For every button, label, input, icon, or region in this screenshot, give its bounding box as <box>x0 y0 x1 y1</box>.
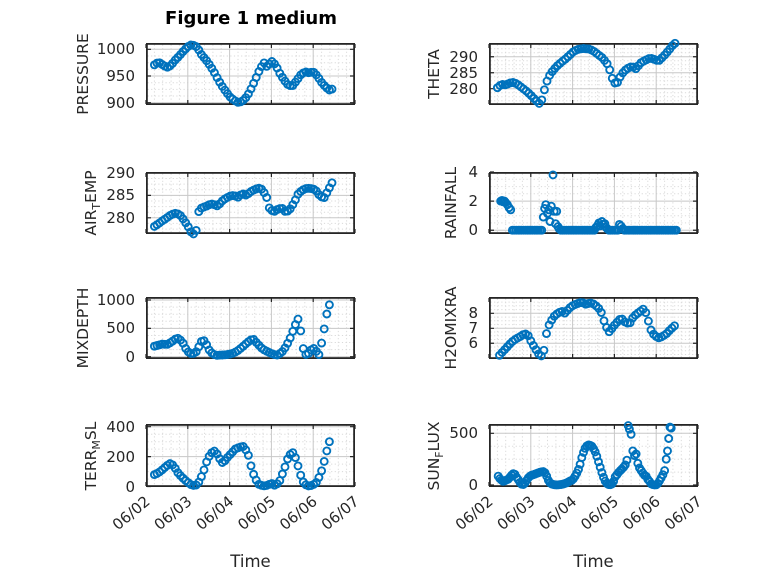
y-tick-label: 900 <box>106 94 135 112</box>
y-tick-label: 0 <box>468 221 478 239</box>
x-axis-label-right: Time <box>573 552 614 571</box>
terr-msl-data-series <box>149 437 334 491</box>
y-tick-label: 290 <box>449 48 478 66</box>
grid-minor <box>147 425 354 486</box>
x-tick-label: 06/03 <box>494 492 539 534</box>
subplot-mixdepth: 0 500 1000 MIXDEPTH <box>74 288 356 368</box>
y-tick-label: 7 <box>468 319 478 337</box>
axes-box <box>488 42 698 106</box>
axes-box <box>145 423 355 488</box>
y-tick-label: 2 <box>468 192 478 210</box>
x-tick-label: 06/06 <box>619 492 664 534</box>
y-tick-label: 4 <box>468 163 478 181</box>
subplot-h2omixra: 6 7 8 H2OMIXRA <box>442 286 699 370</box>
x-tick-label: 06/06 <box>276 492 321 534</box>
axes-box <box>145 42 355 106</box>
y-tick-label: 0 <box>125 348 135 366</box>
y-tick-label: 8 <box>468 304 478 322</box>
subplot-pressure: 900 950 1000 PRESSURE <box>74 33 356 115</box>
y-tick-label: 285 <box>106 186 135 204</box>
subplot-air-temp: 280 285 290 AIRTEMP <box>82 164 356 239</box>
y-tick-label: 290 <box>106 164 135 182</box>
y-tick-label: 280 <box>449 80 478 98</box>
y-tick-label: 0 <box>468 476 478 494</box>
y-tick-label: 400 <box>106 418 135 436</box>
rainfall-plot-area <box>488 170 699 235</box>
grid-major <box>490 44 697 104</box>
y-tick-label: 285 <box>449 64 478 82</box>
axes-box <box>145 296 355 360</box>
y-tick-label: 500 <box>449 424 478 442</box>
tick-marks <box>145 172 356 233</box>
mixdepth-data-series <box>149 300 334 360</box>
y-tick-label: 0 <box>125 478 135 496</box>
y-tick-label: 6 <box>468 334 478 352</box>
x-tick-label: 06/02 <box>109 492 154 534</box>
x-tick-label: 06/04 <box>192 492 237 534</box>
rainfall-data-series <box>496 170 681 235</box>
theta-data-series <box>492 38 680 108</box>
grid-major <box>490 425 697 486</box>
y-tick-label: 500 <box>106 319 135 337</box>
y-tick-label: 950 <box>106 67 135 85</box>
air-temp-data-series <box>149 178 337 239</box>
pressure-plot-area <box>145 40 356 107</box>
x-tick-label: 06/07 <box>661 492 706 534</box>
air-temp-plot-area <box>145 171 356 239</box>
axes-box <box>488 423 698 488</box>
grid-major <box>490 173 697 233</box>
y-tick-label: 1000 <box>96 291 135 309</box>
x-tick-label: 06/04 <box>535 492 580 534</box>
subplot-sun-flux: 0 500 SUNFLUX <box>425 421 699 494</box>
axes-box <box>145 171 355 235</box>
grid-major <box>147 298 354 358</box>
subplot-terr-msl: 0 200 400 TERRMSL <box>82 418 356 496</box>
x-tick-label: 06/02 <box>452 492 497 534</box>
x-tick-label: 06/03 <box>151 492 196 534</box>
pressure-data-series <box>149 40 337 107</box>
theta-plot-area <box>488 38 699 108</box>
h2omixra-data-series <box>495 298 679 361</box>
subplot-rainfall: 0 2 4 RAINFALL <box>442 163 699 239</box>
sun-flux-plot-area <box>488 421 699 490</box>
mixdepth-plot-area <box>145 296 356 360</box>
grid-major <box>147 173 354 233</box>
grid-minor <box>147 173 354 233</box>
sun-flux-data-series <box>493 421 676 490</box>
x-axis-label-left: Time <box>230 552 271 571</box>
subplot-theta: 280 285 290 THETA <box>425 38 699 108</box>
y-tick-label: 200 <box>106 448 135 466</box>
x-tick-label: 06/05 <box>234 492 279 534</box>
h2omixra-plot-area <box>488 296 699 361</box>
y-axis-label-h2omixra: H2OMIXRA <box>442 286 460 370</box>
y-tick-label: 280 <box>106 209 135 227</box>
terr-msl-plot-area <box>145 423 356 491</box>
axes-box <box>488 296 698 360</box>
x-tick-label: 06/07 <box>318 492 363 534</box>
y-tick-label: 1000 <box>96 40 135 58</box>
x-tick-label: 06/05 <box>577 492 622 534</box>
figure-title: Figure 1 medium <box>165 8 337 29</box>
